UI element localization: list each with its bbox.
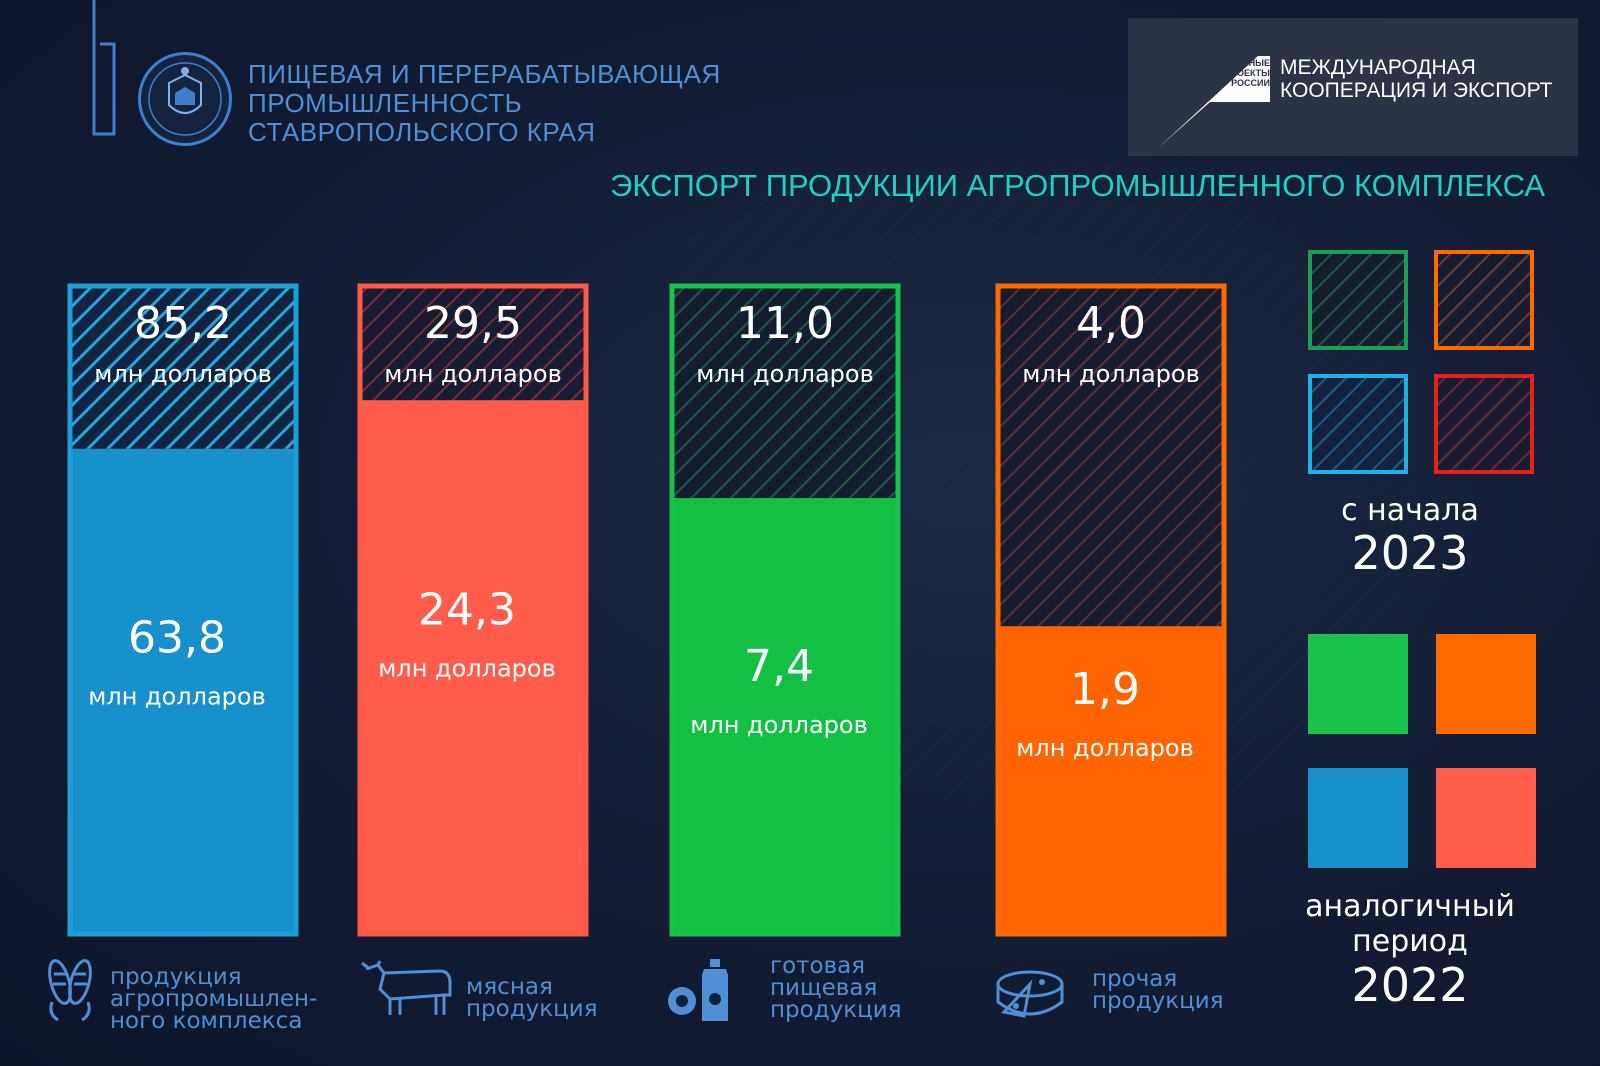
region-emblem-icon xyxy=(138,52,232,146)
chart-title: ЭКСПОРТ ПРОДУКЦИИ АГРОПРОМЫШЛЕННОГО КОМП… xyxy=(610,168,1545,203)
bar-2023-hatched xyxy=(360,286,586,401)
corn-icon xyxy=(48,959,92,1022)
value-label-2023: 85,2 xyxy=(134,298,232,349)
category-label: продукция агропромышлен- ного комплекса xyxy=(110,964,318,1034)
unit-label-2022: млн долларов xyxy=(378,654,556,682)
category-label-line: пищевая xyxy=(770,975,878,1001)
legend-swatch-2022 xyxy=(1436,634,1536,734)
value-label-2022: 7,4 xyxy=(744,641,814,692)
legend-swatch-2022 xyxy=(1308,634,1408,734)
category-label-line: продукция xyxy=(1092,988,1224,1014)
category-label-line: агропромышлен- xyxy=(110,986,318,1012)
category-label-line: мясная xyxy=(466,974,553,1000)
unit-label-2023: млн долларов xyxy=(1022,360,1200,388)
category-label-line: ного комплекса xyxy=(110,1008,303,1034)
cheese-icon xyxy=(996,970,1064,1018)
value-label-2022: 24,3 xyxy=(418,584,516,635)
partner-small-line: ПРОЕКТЫ xyxy=(1224,68,1270,78)
unit-label-2023: млн долларов xyxy=(94,360,272,388)
value-label-2023: 29,5 xyxy=(424,298,522,349)
category-label-line: продукция xyxy=(466,996,598,1022)
partner-text: МЕЖДУНАРОДНАЯ КООПЕРАЦИЯ И ЭКСПОРТ xyxy=(1280,56,1553,102)
national-projects-logo-icon xyxy=(1158,56,1270,148)
cow-icon xyxy=(361,960,452,1015)
bar-2023-hatched xyxy=(672,286,898,499)
partner-small-text: НАЦИОНАЛЬНЫЕ ПРОЕКТЫ РОССИИ xyxy=(1160,58,1270,88)
header-title: ПИЩЕВАЯ И ПЕРЕРАБАТЫВАЮЩАЯ ПРОМЫШЛЕННОСТ… xyxy=(248,60,768,147)
header-title-line: СТАВРОПОЛЬСКОГО КРАЯ xyxy=(248,117,596,147)
bar-2022 xyxy=(360,400,586,934)
legend-swatch-2023 xyxy=(1308,374,1408,474)
value-label-2022: 63,8 xyxy=(128,613,226,664)
bar-2022 xyxy=(672,498,898,934)
partner-text-line: МЕЖДУНАРОДНАЯ xyxy=(1280,56,1476,79)
bar-2022 xyxy=(70,448,296,934)
unit-label-2023: млн долларов xyxy=(384,360,562,388)
unit-label-2023: млн долларов xyxy=(696,360,874,388)
food-processing-icon xyxy=(668,959,728,1021)
bar-2023-hatched xyxy=(998,286,1224,627)
legend-2022-line: период xyxy=(1352,924,1468,959)
category-label: прочая продукция xyxy=(1092,966,1224,1014)
value-label-2023: 11,0 xyxy=(736,298,834,349)
category-label-line: прочая xyxy=(1092,966,1178,992)
unit-label-2022: млн долларов xyxy=(1016,734,1194,762)
bar-2023-hatched xyxy=(70,286,296,449)
partner-small-line: НАЦИОНАЛЬНЫЕ xyxy=(1189,58,1270,68)
value-label-2022: 1,9 xyxy=(1070,664,1140,715)
bar-2023-outline xyxy=(67,283,299,937)
legend-swatch-2022 xyxy=(1308,768,1408,868)
header-title-line: ПРОМЫШЛЕННОСТЬ xyxy=(248,88,523,118)
partner-small-line: РОССИИ xyxy=(1231,78,1270,88)
legend-swatch-2023 xyxy=(1434,374,1534,474)
legend-label-2022: аналогичный период 2022 xyxy=(1290,889,1530,1012)
category-label-line: готовая xyxy=(770,953,866,979)
category-label-line: продукция xyxy=(110,964,242,990)
bar-2023-outline xyxy=(357,283,589,937)
partner-text-line: КООПЕРАЦИЯ И ЭКСПОРТ xyxy=(1280,79,1553,102)
legend-2022-line: аналогичный xyxy=(1305,889,1515,924)
header-title-line: ПИЩЕВАЯ И ПЕРЕРАБАТЫВАЮЩАЯ xyxy=(248,59,721,89)
value-label-2023: 4,0 xyxy=(1076,298,1146,349)
header-bracket xyxy=(92,0,116,136)
legend-label-2023: с начала 2023 xyxy=(1300,493,1520,580)
category-label-line: продукция xyxy=(770,997,902,1023)
category-label: мясная продукция xyxy=(466,974,598,1022)
legend-2023-line: с начала xyxy=(1341,493,1479,528)
legend-swatch-2023 xyxy=(1308,250,1408,350)
legend-2022-year: 2022 xyxy=(1351,958,1469,1012)
bar-2023-outline xyxy=(669,283,901,937)
unit-label-2022: млн долларов xyxy=(690,711,868,739)
bar-2022 xyxy=(998,626,1224,934)
legend-2023-year: 2023 xyxy=(1351,526,1469,580)
legend-swatch-2023 xyxy=(1434,250,1534,350)
unit-label-2022: млн долларов xyxy=(88,683,266,711)
bar-2023-outline xyxy=(995,283,1227,937)
partner-badge: НАЦИОНАЛЬНЫЕ ПРОЕКТЫ РОССИИ МЕЖДУНАРОДНА… xyxy=(1128,18,1578,156)
category-label: готовая пищевая продукция xyxy=(770,953,902,1023)
legend-swatch-2022 xyxy=(1436,768,1536,868)
